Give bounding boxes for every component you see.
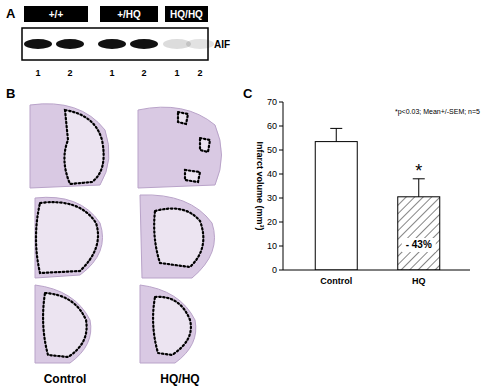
band: [186, 39, 214, 49]
lane-label: 2: [141, 68, 146, 78]
y-tick-label: 70: [267, 97, 277, 107]
brain-section: [140, 195, 215, 278]
y-tick: [279, 174, 283, 175]
error-bar: [418, 179, 419, 197]
group-bar: [100, 6, 158, 22]
lane-label: 1: [174, 68, 179, 78]
column-label: Control: [44, 372, 87, 386]
annotation: *p<0.03; Mean+/-SEM; n=5: [395, 108, 480, 116]
group-label: HQ/HQ: [170, 9, 203, 20]
y-tick: [279, 222, 283, 223]
x-axis: [283, 270, 470, 271]
band: [130, 39, 158, 49]
section-tissue: [35, 197, 103, 278]
section-tissue: [35, 285, 91, 363]
band: [24, 39, 52, 49]
lane-label: 1: [35, 68, 40, 78]
y-tick: [279, 246, 283, 247]
y-tick-label: 0: [272, 265, 277, 275]
y-tick-label: 50: [267, 145, 277, 155]
section-tissue: [30, 104, 109, 188]
x-tick-label: Control: [320, 276, 352, 286]
infarct-outline: [154, 209, 203, 267]
infarct-outline: [43, 293, 87, 357]
bar: [398, 197, 440, 270]
brain-section: [138, 107, 222, 188]
brain-section: [30, 104, 109, 188]
y-axis: [283, 102, 284, 270]
brain-section: [35, 285, 91, 363]
lane-label: 2: [197, 68, 202, 78]
lane-label: 1: [109, 68, 114, 78]
figure: A +/+ +/HQ HQ/HQ 1 2 1 2 1 2 AIF B Control HQ/HQ C 0 10 2…: [0, 0, 500, 390]
infarct-outline: [178, 112, 210, 182]
annotation: - 43%: [406, 239, 432, 250]
group-bar: [24, 6, 88, 22]
error-cap: [330, 128, 342, 129]
section-tissue: [140, 195, 215, 278]
y-tick-label: 30: [267, 193, 277, 203]
brain-section: [140, 285, 196, 363]
band: [56, 39, 84, 49]
bar: [315, 142, 357, 270]
panel-label: C: [243, 86, 253, 101]
section-tissue: [140, 285, 196, 363]
y-tick: [279, 198, 283, 199]
brain-section: [35, 197, 103, 278]
y-tick: [279, 150, 283, 151]
y-tick-label: 40: [267, 169, 277, 179]
annotation: *: [415, 161, 422, 181]
annotation-bg: [402, 238, 436, 252]
error-bar: [336, 128, 337, 141]
infarct-outline: [153, 297, 191, 355]
y-tick-label: 20: [267, 217, 277, 227]
panel-label: A: [6, 6, 16, 21]
bars: [315, 128, 440, 270]
y-tick: [279, 126, 283, 127]
blot-frame: [22, 28, 208, 60]
protein-label: AIF: [214, 39, 230, 50]
column-label: HQ/HQ: [160, 372, 199, 386]
group-label: +/+: [49, 9, 64, 20]
group-label: +/HQ: [117, 9, 141, 20]
y-tick: [279, 102, 283, 103]
panel-label: B: [6, 86, 15, 101]
section-tissue: [138, 107, 222, 188]
infarct-outline: [64, 110, 103, 184]
y-axis-label: Infarct volume (mm³): [255, 141, 265, 230]
group-bar: [165, 6, 208, 22]
y-tick-label: 60: [267, 121, 277, 131]
lane-label: 2: [67, 68, 72, 78]
infarct-outline: [36, 202, 98, 273]
y-tick: [279, 270, 283, 271]
band: [98, 39, 126, 49]
y-tick-label: 10: [267, 241, 277, 251]
x-tick-label: HQ: [412, 276, 426, 286]
